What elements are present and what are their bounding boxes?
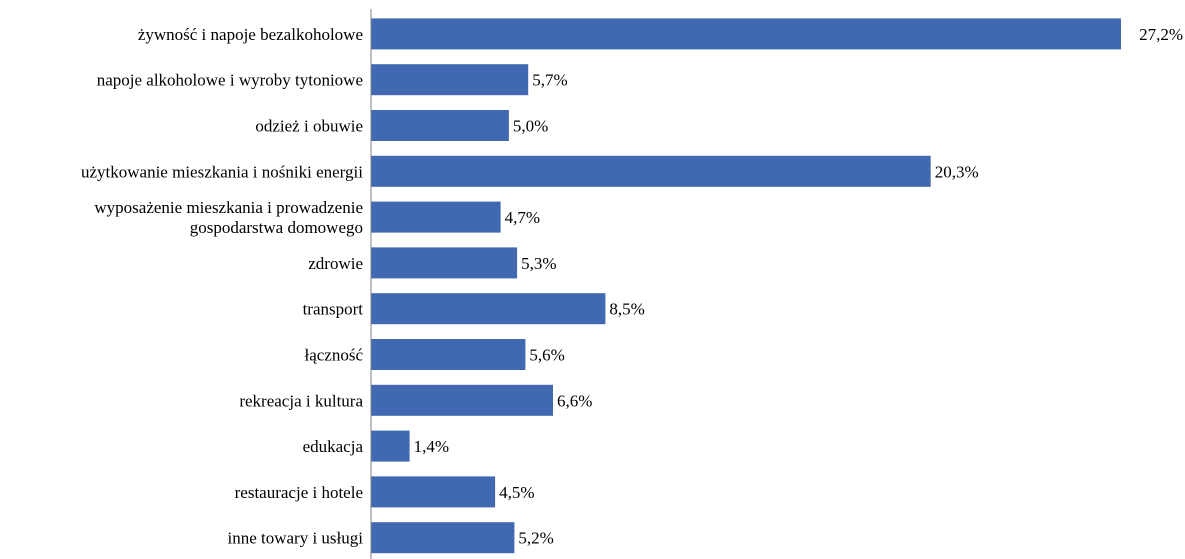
category-label: wyposażenie mieszkania i prowadzenie gosp… [94,198,363,237]
category-label: żywność i napoje bezalkoholowe [138,25,363,44]
bar [371,64,529,96]
category-label-line: odzież i obuwie [255,117,363,136]
category-label: inne towary i usługi [227,529,363,548]
value-label: 27,2% [1139,25,1183,44]
bar [371,247,518,279]
value-label: 5,0% [513,117,548,136]
value-label: 1,4% [414,437,449,456]
value-label: 5,2% [518,529,553,548]
bar [371,476,496,508]
value-label: 4,7% [505,208,540,227]
category-label-line: użytkowanie mieszkania i nośniki energii [81,162,363,181]
value-label: 5,3% [521,254,556,273]
category-label: łączność [304,346,363,365]
value-label: 6,6% [557,391,592,410]
value-label: 5,6% [529,346,564,365]
category-label-line: inne towary i usługi [227,529,363,548]
bar [371,430,410,462]
category-label-line: żywność i napoje bezalkoholowe [138,25,363,44]
category-label: rekreacja i kultura [239,391,363,410]
bar [371,293,606,325]
category-label-line: edukacja [303,437,364,456]
value-label: 4,5% [499,483,534,502]
bar [371,18,1121,50]
category-label: zdrowie [308,254,363,273]
category-label-line: łączność [304,346,363,365]
category-label: transport [303,300,364,319]
bar [371,155,931,187]
category-label: użytkowanie mieszkania i nośniki energii [81,162,363,181]
category-label-line: rekreacja i kultura [239,391,363,410]
category-label-line: gospodarstwa domowego [190,218,363,237]
category-label: restauracje i hotele [235,483,363,502]
value-labels-group: 27,2% 5,7% 5,0% 20,3% 4,7% 5,3% 8,5% 5,6% 6,6% 1,… [414,25,1183,548]
category-label-line: napoje alkoholowe i wyroby tytoniowe [97,71,363,90]
bar [371,110,509,141]
bar [371,201,501,233]
bar [371,384,553,416]
value-label: 8,5% [609,300,644,319]
category-label: odzież i obuwie [255,117,363,136]
category-label: napoje alkoholowe i wyroby tytoniowe [97,71,363,90]
bars-group [371,18,1121,554]
value-label: 5,7% [532,71,567,90]
value-label: 20,3% [935,162,979,181]
category-label-line: wyposażenie mieszkania i prowadzenie [94,198,363,217]
category-label: edukacja [303,437,364,456]
bar [371,339,526,370]
category-labels-group: żywność i napoje bezalkoholowe napoje alk… [81,25,363,548]
category-label-line: restauracje i hotele [235,483,363,502]
category-label-line: zdrowie [308,254,363,273]
category-label-line: transport [303,300,364,319]
bar [371,522,515,554]
